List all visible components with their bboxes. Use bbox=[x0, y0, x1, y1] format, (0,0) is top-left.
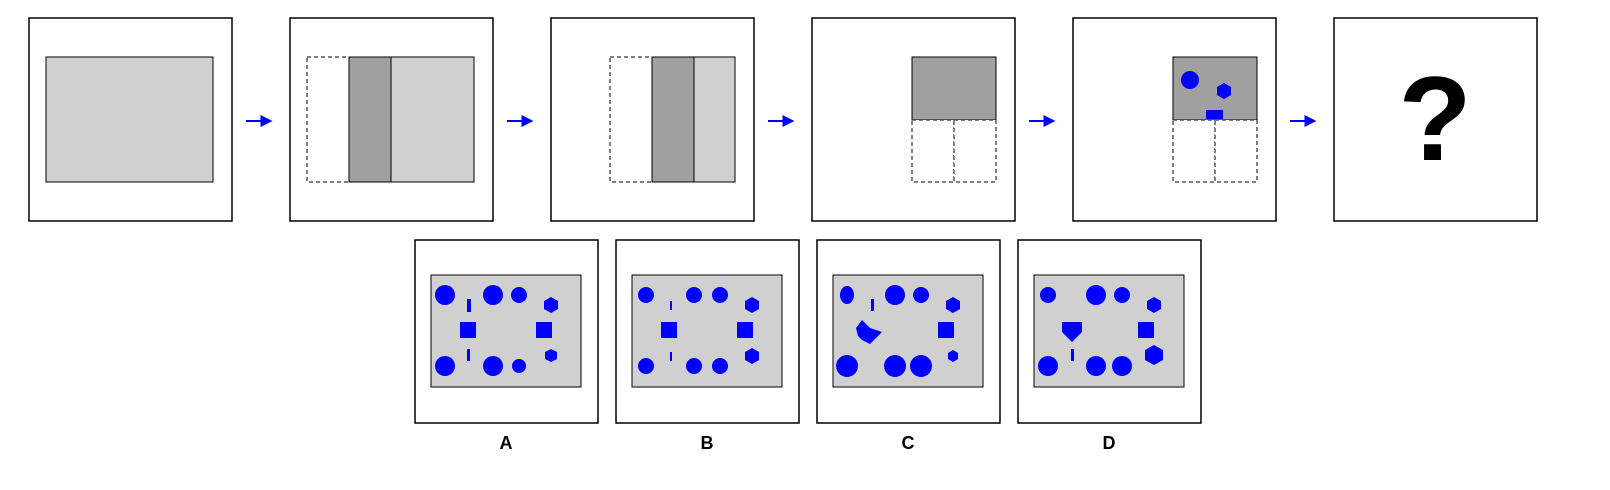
blue-hexagon bbox=[745, 348, 759, 364]
light-column bbox=[390, 56, 475, 183]
dashed-cell-right bbox=[1214, 119, 1258, 183]
sequence-panel-3 bbox=[550, 17, 755, 222]
blue-circle bbox=[1038, 356, 1058, 376]
blue-circle bbox=[1114, 287, 1130, 303]
light-column bbox=[693, 56, 736, 183]
blue-circle bbox=[435, 356, 455, 376]
option-background bbox=[631, 274, 783, 388]
blue-oval bbox=[840, 286, 854, 304]
blue-rotated-arrow-icon bbox=[856, 320, 882, 344]
dashed-cell-right bbox=[953, 119, 997, 183]
blue-hexagon bbox=[545, 349, 557, 362]
blue-hexagon bbox=[948, 350, 958, 362]
blue-circle bbox=[1040, 287, 1056, 303]
light-rectangle bbox=[45, 56, 214, 183]
dark-column bbox=[651, 56, 695, 183]
sequence-panel-2 bbox=[289, 17, 494, 222]
blue-bar bbox=[871, 299, 874, 311]
question-panel: ? bbox=[1333, 17, 1538, 222]
blue-bar bbox=[670, 352, 672, 361]
panel-frame bbox=[1333, 17, 1538, 222]
sequence-panel-1 bbox=[28, 17, 233, 222]
blue-circle bbox=[638, 287, 654, 303]
blue-circle bbox=[1181, 71, 1199, 89]
blue-circle bbox=[686, 287, 702, 303]
dark-top-block bbox=[911, 56, 997, 121]
blue-square bbox=[460, 322, 476, 338]
dashed-column bbox=[306, 56, 350, 183]
blue-square bbox=[536, 322, 552, 338]
option-a[interactable]: A bbox=[414, 239, 599, 453]
blue-circle bbox=[884, 355, 906, 377]
dark-column bbox=[348, 56, 392, 183]
blue-hexagon bbox=[1147, 297, 1161, 313]
blue-circle bbox=[1112, 356, 1132, 376]
blue-hexagon bbox=[946, 297, 960, 313]
blue-circle bbox=[712, 287, 728, 303]
blue-circle bbox=[910, 355, 932, 377]
dashed-cell-left bbox=[1172, 119, 1216, 183]
blue-bar bbox=[1071, 349, 1074, 361]
option-b[interactable]: B bbox=[615, 239, 800, 453]
option-c[interactable]: C bbox=[816, 239, 1001, 453]
option-background bbox=[430, 274, 582, 388]
option-background bbox=[1033, 274, 1185, 388]
option-label: D bbox=[1103, 433, 1116, 453]
sequence-panel-4 bbox=[811, 17, 1016, 222]
blue-square bbox=[1138, 322, 1154, 338]
blue-down-arrow-icon bbox=[1062, 322, 1082, 342]
blue-square bbox=[661, 322, 677, 338]
blue-circle bbox=[885, 285, 905, 305]
blue-bar bbox=[1206, 110, 1223, 119]
blue-bar bbox=[670, 301, 672, 310]
blue-circle bbox=[686, 358, 702, 374]
option-label: B bbox=[701, 433, 714, 453]
blue-circle bbox=[435, 285, 455, 305]
dashed-cell-left bbox=[911, 119, 955, 183]
blue-hexagon bbox=[1145, 345, 1163, 365]
blue-hexagon bbox=[1217, 83, 1231, 99]
blue-circle bbox=[913, 287, 929, 303]
blue-circle bbox=[836, 355, 858, 377]
blue-hexagon bbox=[544, 297, 558, 313]
blue-circle bbox=[511, 287, 527, 303]
blue-square bbox=[737, 322, 753, 338]
blue-circle bbox=[512, 359, 526, 373]
blue-circle bbox=[483, 285, 503, 305]
blue-bar bbox=[467, 349, 470, 361]
question-mark: ? bbox=[1398, 52, 1471, 186]
blue-circle bbox=[712, 358, 728, 374]
blue-circle bbox=[483, 356, 503, 376]
sequence-panel-5 bbox=[1072, 17, 1277, 222]
blue-hexagon bbox=[745, 297, 759, 313]
option-label: A bbox=[500, 433, 513, 453]
blue-square bbox=[938, 322, 954, 338]
dashed-column bbox=[609, 56, 653, 183]
option-label: C bbox=[902, 433, 915, 453]
blue-bar bbox=[467, 299, 471, 312]
blue-circle bbox=[638, 358, 654, 374]
dark-top-block bbox=[1172, 56, 1258, 121]
option-d[interactable]: D bbox=[1017, 239, 1202, 453]
blue-circle bbox=[1086, 285, 1106, 305]
blue-circle bbox=[1086, 356, 1106, 376]
